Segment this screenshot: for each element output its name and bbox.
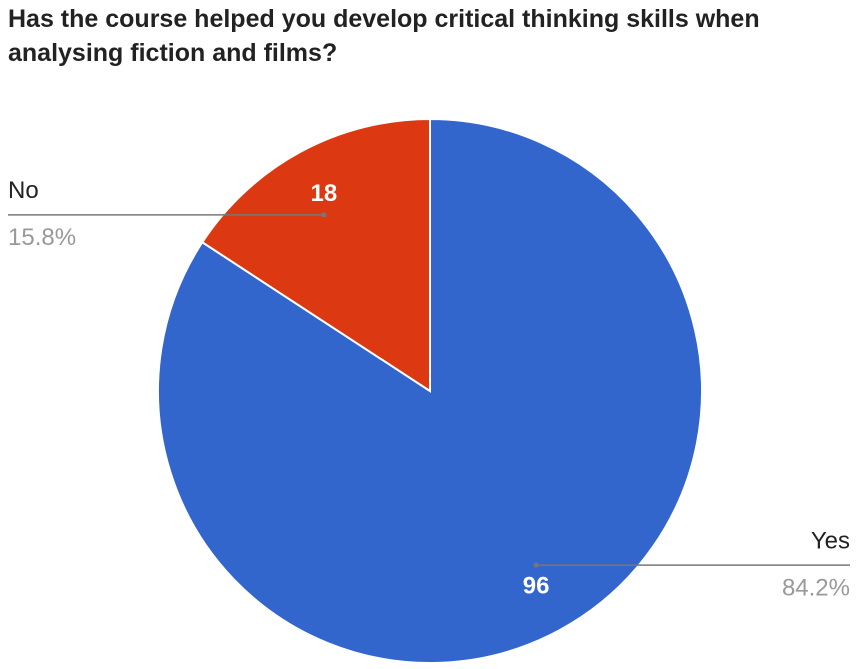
data-label: 18 <box>310 180 337 207</box>
pie-slice <box>200 117 431 393</box>
leader-dot <box>533 562 539 568</box>
data-label: 96 <box>523 573 550 600</box>
percent-label: 84.2% <box>782 575 850 602</box>
chart-title: Has the course helped you develop critic… <box>8 5 760 67</box>
leader-dot <box>321 212 327 218</box>
slice-name: No <box>8 177 39 204</box>
slice-name: Yes <box>811 528 850 555</box>
percent-label: 15.8% <box>8 224 76 251</box>
